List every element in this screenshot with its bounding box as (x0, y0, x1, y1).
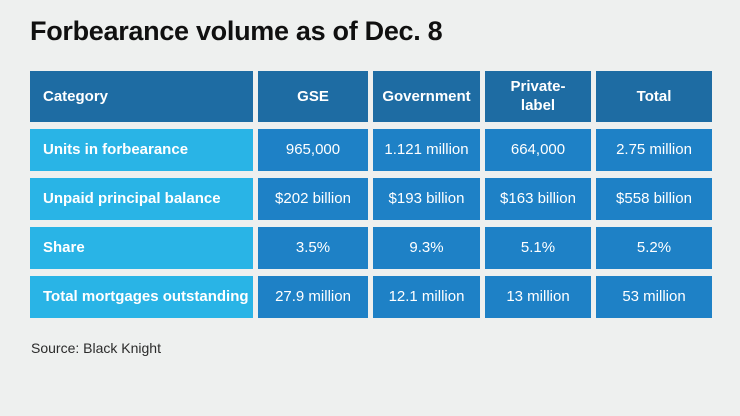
cell-mortgages-government: 12.1 million (373, 276, 480, 318)
row-label-unpaid-principal-balance: Unpaid principal balance (30, 178, 253, 220)
column-header-gse: GSE (258, 71, 368, 122)
column-header-government: Government (373, 71, 480, 122)
column-header-private-label: Private-label (485, 71, 591, 122)
cell-upb-government: $193 billion (373, 178, 480, 220)
row-label-units-in-forbearance: Units in forbearance (30, 129, 253, 171)
cell-share-private-label: 5.1% (485, 227, 591, 269)
cell-share-total: 5.2% (596, 227, 712, 269)
row-label-share: Share (30, 227, 253, 269)
cell-units-private-label: 664,000 (485, 129, 591, 171)
cell-upb-gse: $202 billion (258, 178, 368, 220)
cell-units-gse: 965,000 (258, 129, 368, 171)
chart-title: Forbearance volume as of Dec. 8 (30, 16, 443, 46)
cell-upb-total: $558 billion (596, 178, 712, 220)
cell-mortgages-total: 53 million (596, 276, 712, 318)
cell-upb-private-label: $163 billion (485, 178, 591, 220)
column-header-private-label-text: Private-label (510, 77, 566, 114)
cell-units-total: 2.75 million (596, 129, 712, 171)
cell-share-gse: 3.5% (258, 227, 368, 269)
row-label-total-mortgages-outstanding: Total mortgages outstanding (30, 276, 253, 318)
cell-units-government: 1.121 million (373, 129, 480, 171)
cell-mortgages-gse: 27.9 million (258, 276, 368, 318)
column-header-category: Category (30, 71, 253, 122)
cell-mortgages-private-label: 13 million (485, 276, 591, 318)
column-header-total: Total (596, 71, 712, 122)
forbearance-table: Category GSE Government Private-label To… (30, 71, 712, 318)
source-attribution: Source: Black Knight (31, 340, 161, 356)
cell-share-government: 9.3% (373, 227, 480, 269)
